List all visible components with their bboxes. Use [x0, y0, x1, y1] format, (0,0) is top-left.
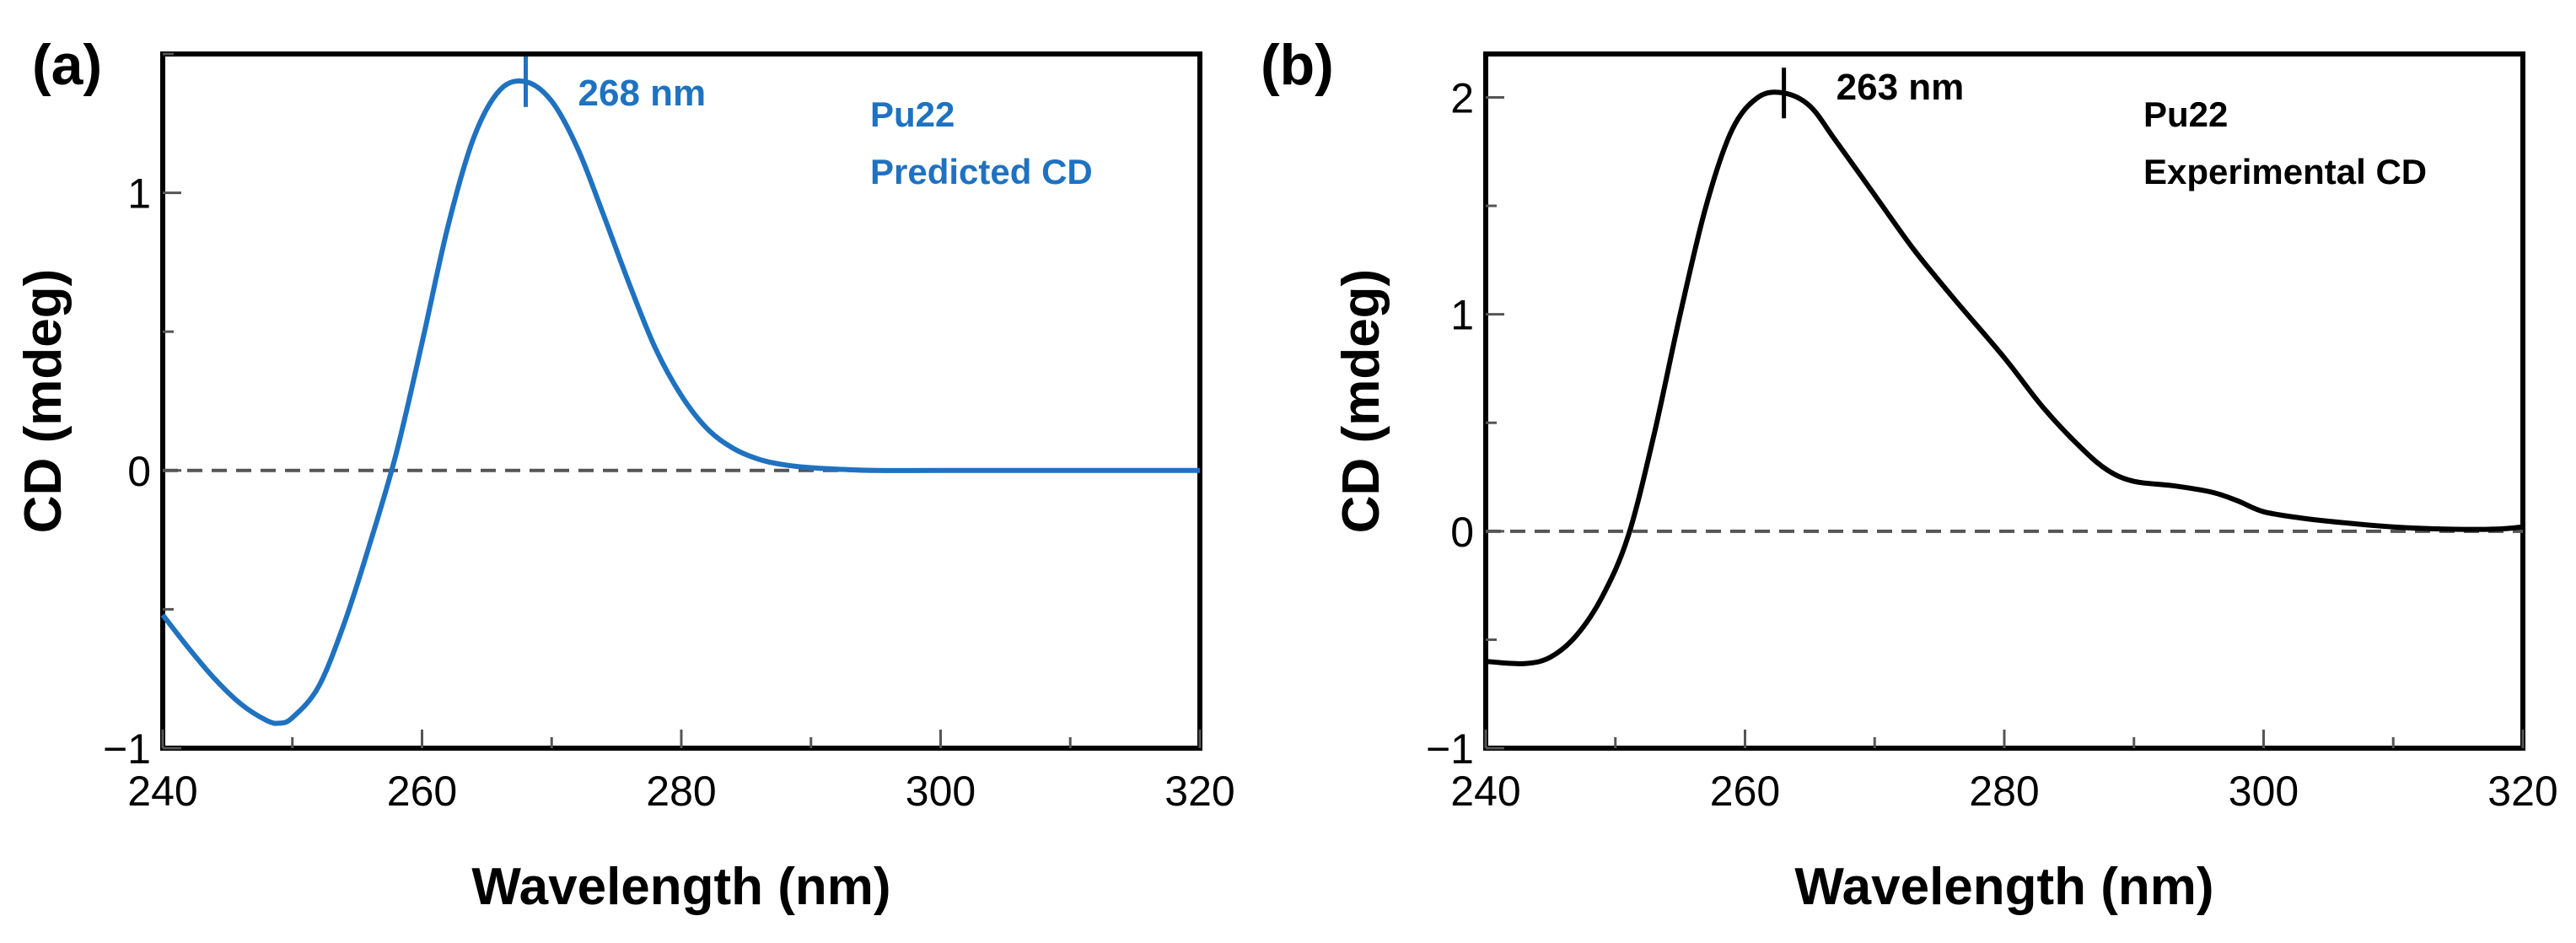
panel-b-cd-curve — [1485, 89, 2524, 666]
panel-b-y-tick-label: 1 — [1450, 292, 1474, 339]
panel-a-cd-curve — [160, 78, 1200, 726]
panel-b-x-tick-label: 280 — [1969, 768, 2039, 815]
panel-a-y-tick-label: 0 — [127, 448, 151, 495]
panel-a-x-axis-title: Wavelength (nm) — [471, 858, 890, 916]
panel-b-y-tick-label: 2 — [1450, 74, 1474, 121]
panel-a-x-tick-label: 280 — [646, 768, 716, 815]
panel-a-x-tick-label: 300 — [906, 768, 976, 815]
panel-b-x-tick-label: 300 — [2229, 768, 2299, 815]
panel-b-legend-line-1: Pu22 — [2143, 94, 2228, 134]
panel-b-x-tick-label: 320 — [2487, 768, 2557, 815]
panel-b-y-axis-title: CD (mdeg) — [1332, 269, 1390, 533]
panel-a-x-tick-label: 260 — [387, 768, 457, 815]
panel-b-y-tick-label: 0 — [1450, 509, 1474, 556]
panel-a-y-axis-title: CD (mdeg) — [14, 269, 73, 533]
panel-b: (b) 240 260 280 300 320 −1 0 1 2 263 nm Pu22 Ex… — [1261, 33, 2558, 916]
panel-b-x-tick-label: 240 — [1450, 768, 1520, 815]
panel-b-ticks — [1484, 95, 2525, 750]
panel-b-label: (b) — [1261, 33, 1334, 97]
panel-a-peak-label: 268 nm — [578, 73, 707, 114]
panel-a-x-tick-label: 240 — [127, 768, 197, 815]
panel-b-legend-line-2: Experimental CD — [2143, 152, 2427, 191]
panel-a-legend-line-1: Pu22 — [870, 94, 955, 134]
panel-a-ticks — [161, 52, 1202, 750]
panel-a-legend-line-2: Predicted CD — [870, 152, 1093, 191]
panel-a-y-tick-label: 1 — [127, 170, 151, 218]
panel-a-y-tick-labels: −1 0 1 — [103, 170, 151, 773]
panel-a-y-tick-label: −1 — [103, 725, 151, 773]
panel-a-x-tick-labels: 240 260 280 300 320 — [127, 768, 1234, 815]
panel-b-x-axis-title: Wavelength (nm) — [1794, 858, 2213, 916]
panel-a-label: (a) — [32, 33, 102, 97]
panel-a: (a) 240 260 280 300 320 −1 0 1 268 nm Pu22 Pre… — [14, 33, 1235, 916]
panel-b-x-tick-labels: 240 260 280 300 320 — [1450, 768, 2557, 815]
panel-b-y-tick-labels: −1 0 1 2 — [1426, 74, 1474, 773]
panel-b-peak-label: 263 nm — [1837, 67, 1965, 108]
panel-b-x-tick-label: 260 — [1710, 768, 1780, 815]
panel-b-y-tick-label: −1 — [1426, 725, 1474, 773]
panel-a-x-tick-label: 320 — [1164, 768, 1234, 815]
